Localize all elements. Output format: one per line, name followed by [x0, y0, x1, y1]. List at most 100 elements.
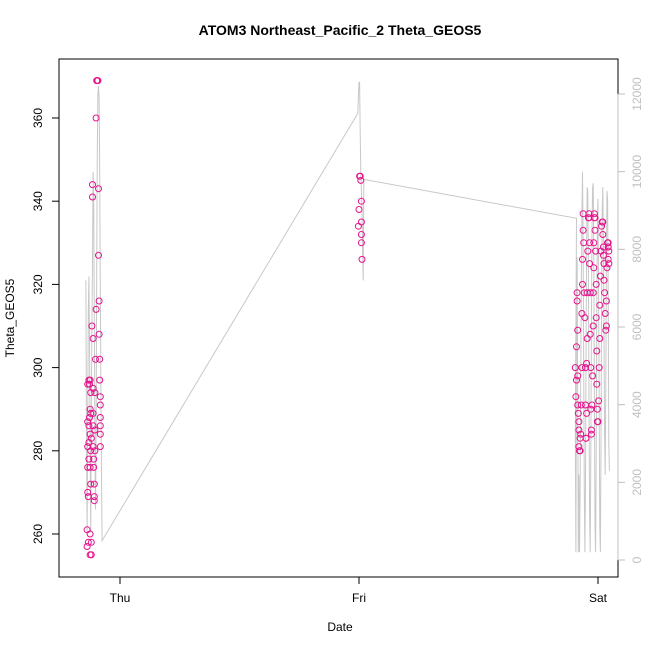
- data-point: [357, 218, 365, 226]
- data-point: [96, 414, 104, 421]
- data-point: [357, 176, 365, 184]
- left-tick-label: 280: [31, 440, 45, 460]
- data-point: [357, 231, 365, 238]
- data-point: [575, 418, 583, 426]
- data-point: [582, 434, 590, 442]
- y-axis-label: Theta_GEOS5: [3, 278, 17, 357]
- data-point: [87, 551, 95, 559]
- left-tick-label: 320: [31, 274, 45, 294]
- data-point: [584, 247, 592, 255]
- data-point: [588, 401, 596, 409]
- data-point: [92, 355, 99, 363]
- data-point: [581, 314, 589, 322]
- data-point: [601, 310, 609, 317]
- data-point: [87, 480, 95, 488]
- data-point: [87, 538, 95, 546]
- x-tick-label: Sat: [589, 591, 608, 605]
- data-point: [89, 422, 97, 430]
- data-point: [592, 247, 600, 255]
- data-point: [86, 380, 93, 388]
- data-point: [89, 181, 96, 189]
- data-point: [598, 222, 606, 230]
- right-tick-label: 2000: [630, 469, 644, 496]
- data-point: [354, 222, 362, 230]
- data-point: [85, 422, 93, 430]
- left-tick-label: 360: [31, 108, 45, 128]
- data-point: [83, 543, 91, 550]
- data-point: [578, 310, 586, 317]
- data-point: [604, 239, 612, 247]
- data-point: [605, 247, 613, 255]
- data-point: [86, 530, 94, 538]
- x-tick-label: Thu: [110, 591, 131, 605]
- data-point: [586, 330, 594, 338]
- data-point: [86, 376, 94, 384]
- data-point: [86, 463, 94, 471]
- data-point: [95, 330, 103, 338]
- data-point: [587, 405, 595, 413]
- data-point: [602, 297, 610, 305]
- data-point: [91, 389, 99, 397]
- data-point: [574, 409, 582, 417]
- data-point: [89, 193, 96, 201]
- data-point: [357, 239, 365, 247]
- data-point: [90, 480, 98, 488]
- left-tick-label: 340: [31, 191, 45, 211]
- data-point: [602, 326, 610, 334]
- x-axis-label: Date: [327, 620, 353, 634]
- data-point: [358, 255, 366, 263]
- data-point: [571, 364, 579, 372]
- data-point: [87, 434, 95, 442]
- altitude-line-layer: [85, 81, 610, 553]
- data-point: [96, 443, 104, 451]
- left-y-axis: 260 280 300 320 340 360: [31, 108, 60, 544]
- data-point: [575, 443, 583, 451]
- data-point: [599, 231, 607, 238]
- data-point: [96, 422, 104, 430]
- data-point: [90, 497, 98, 505]
- right-tick-label: 8000: [630, 236, 644, 263]
- data-point: [357, 197, 365, 205]
- data-point: [91, 426, 99, 434]
- data-point: [95, 185, 102, 193]
- data-point: [572, 393, 580, 401]
- data-point: [579, 226, 587, 234]
- data-point: [90, 455, 98, 463]
- data-point: [600, 276, 608, 284]
- data-point: [574, 326, 582, 334]
- data-point: [89, 409, 97, 417]
- data-point: [603, 264, 611, 272]
- data-point: [84, 488, 92, 496]
- x-tick-label: Fri: [352, 591, 366, 605]
- data-point: [573, 289, 581, 297]
- data-point: [575, 426, 583, 434]
- data-point: [595, 364, 603, 372]
- data-point: [599, 251, 607, 259]
- data-point: [593, 380, 601, 388]
- data-point: [96, 355, 104, 363]
- data-point: [587, 430, 595, 438]
- data-point: [576, 447, 584, 455]
- x-axis: Thu Fri Sat: [110, 576, 608, 605]
- data-point: [587, 364, 595, 372]
- data-point: [84, 538, 92, 546]
- data-point: [591, 226, 599, 234]
- data-point: [583, 359, 591, 367]
- data-point: [89, 335, 97, 342]
- plot-frame: [58, 58, 619, 578]
- data-point: [604, 255, 612, 263]
- right-tick-label: 4000: [630, 391, 644, 418]
- data-point: [587, 426, 595, 434]
- data-point: [95, 251, 102, 259]
- data-point: [601, 289, 609, 297]
- data-point: [578, 364, 586, 372]
- data-point: [594, 418, 602, 426]
- right-tick-label: 0: [630, 556, 644, 563]
- data-point: [592, 314, 600, 322]
- data-point: [596, 272, 604, 280]
- data-point: [90, 493, 98, 501]
- data-point: [604, 243, 612, 251]
- data-point: [596, 335, 604, 342]
- data-point: [86, 430, 94, 438]
